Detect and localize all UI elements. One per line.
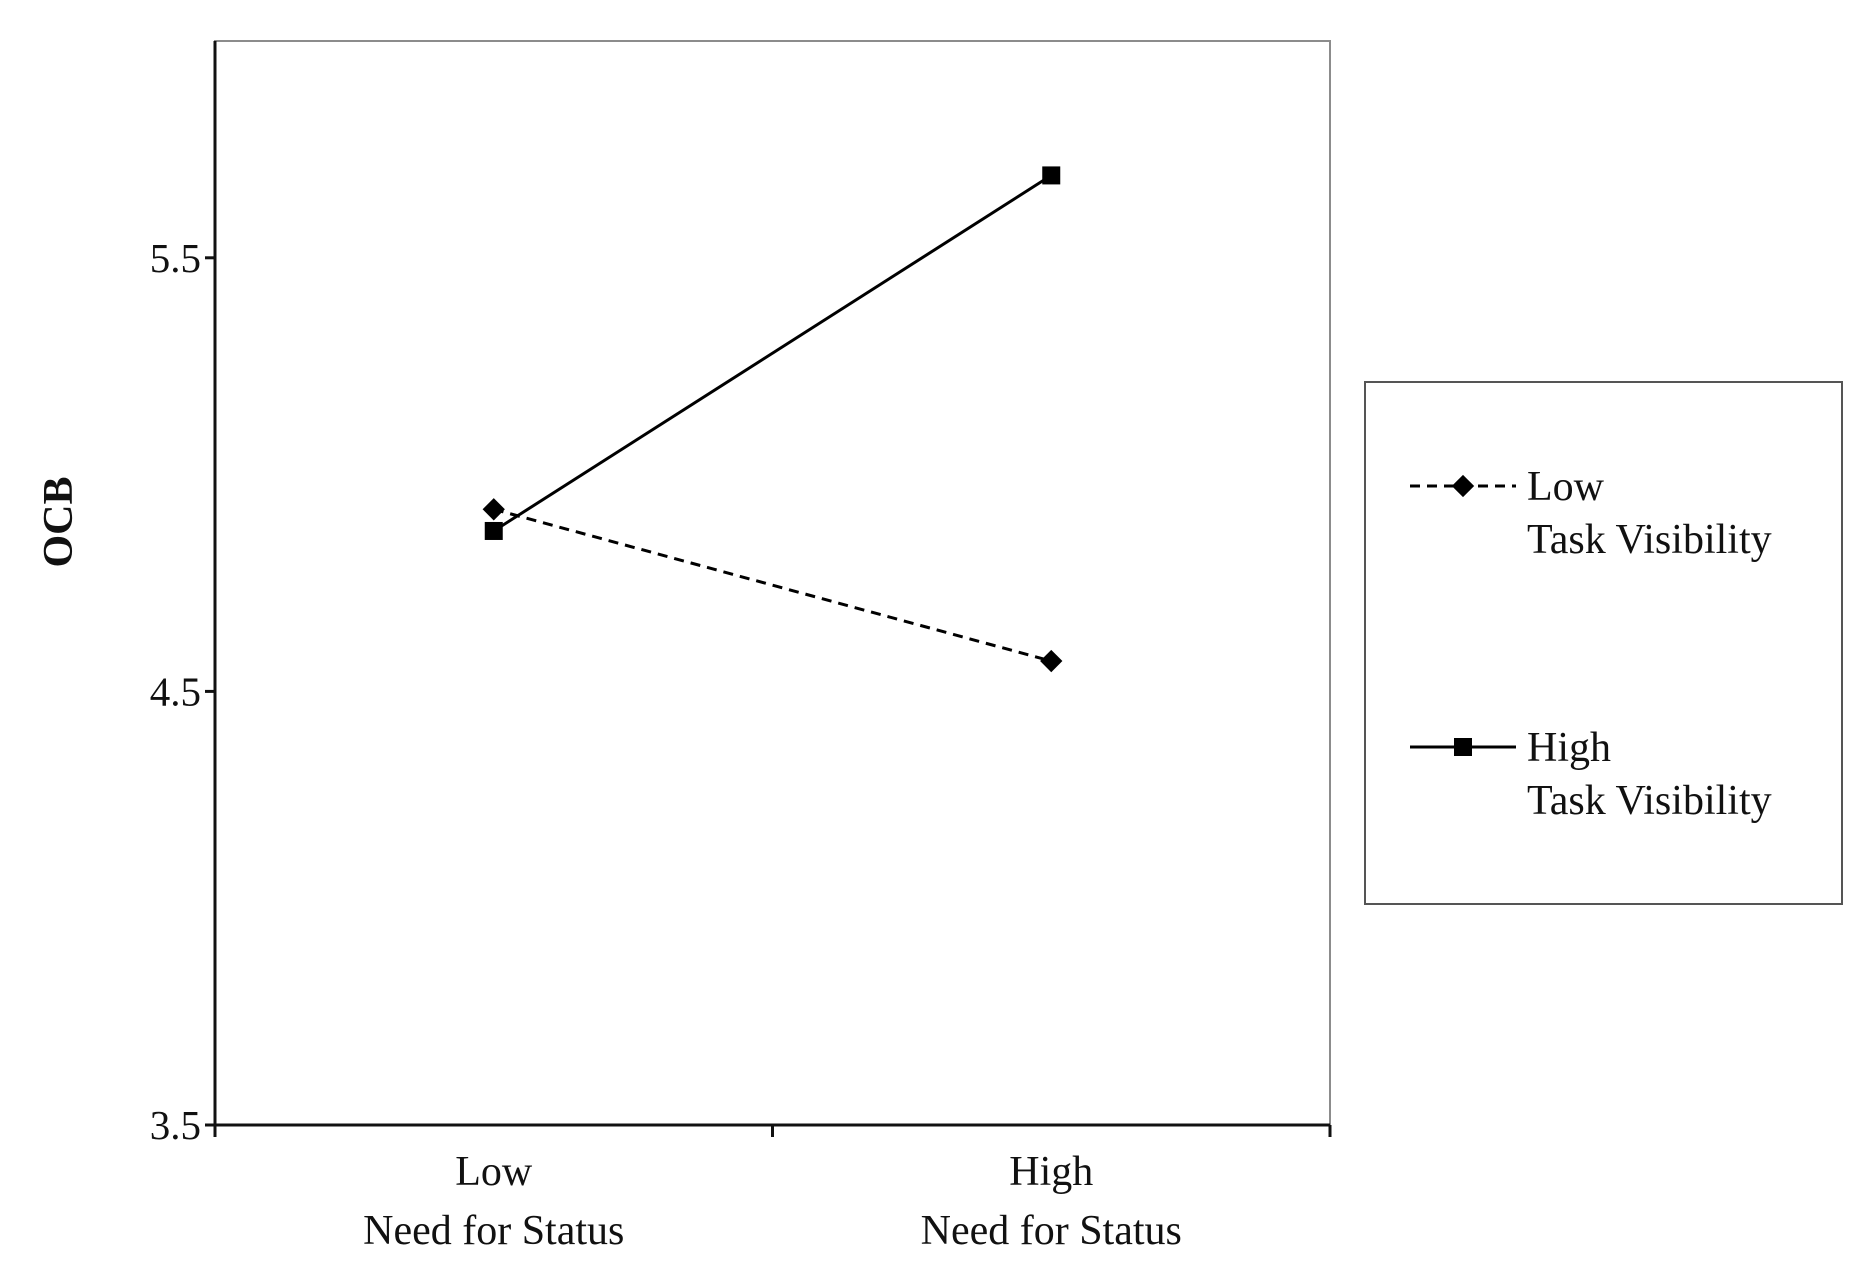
- y-axis-ticks: 3.5 4.5 5.5: [150, 235, 215, 1148]
- series-layer: [482, 166, 1063, 673]
- x-category-label-line2: Need for Status: [921, 1208, 1182, 1254]
- legend-label-line1: Low: [1527, 464, 1605, 510]
- x-category-label-line2: Need for Status: [363, 1208, 624, 1254]
- x-axis-ticks: Low Need for Status High Need for Status: [213, 1125, 1332, 1254]
- x-category-label-line1: High: [1009, 1149, 1093, 1195]
- series-point: [1040, 649, 1063, 673]
- legend-items: Low Task Visibility High Task Visibility: [1410, 464, 1772, 824]
- series-low-task-visibility: [482, 498, 1063, 673]
- legend-swatch-marker: [1454, 738, 1472, 756]
- y-tick-label: 5.5: [150, 235, 201, 281]
- legend-label-line2: Task Visibility: [1527, 778, 1772, 824]
- series-point: [1042, 166, 1061, 185]
- y-axis-label: OCB: [36, 476, 82, 567]
- legend-swatch-marker: [1451, 474, 1475, 498]
- series-point: [482, 498, 505, 521]
- legend-item: High Task Visibility: [1410, 725, 1772, 824]
- legend: Low Task Visibility High Task Visibility: [1364, 381, 1843, 905]
- legend-label-line1: High: [1527, 725, 1611, 771]
- legend-item: Low Task Visibility: [1410, 464, 1772, 563]
- legend-label-line2: Task Visibility: [1527, 517, 1772, 563]
- y-tick-label: 4.5: [150, 668, 201, 714]
- series-high-task-visibility: [484, 166, 1061, 540]
- series-point: [484, 521, 503, 540]
- plot-area-frame: [214, 40, 1331, 1126]
- series-line: [493, 507, 1052, 663]
- series-line: [492, 174, 1053, 533]
- x-category-label-line1: Low: [455, 1149, 533, 1195]
- y-tick-label: 3.5: [150, 1102, 201, 1148]
- legend-box: [1364, 381, 1843, 905]
